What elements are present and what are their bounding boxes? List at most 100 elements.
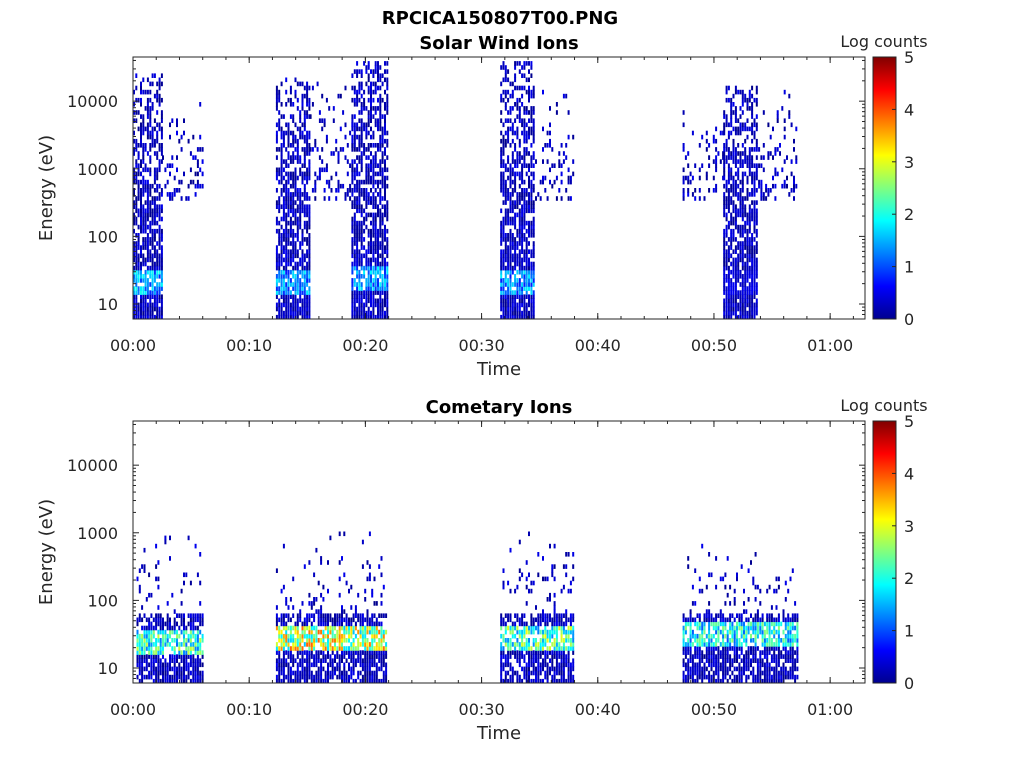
heatmap-cell [185,196,188,201]
heatmap-cell [516,310,519,316]
heatmap-cell [282,674,285,680]
heatmap-cell [381,212,384,218]
heatmap-cell [176,629,178,635]
heatmap-cell [156,93,159,99]
heatmap-cell [377,265,379,271]
heatmap-cell [723,302,726,308]
heatmap-cell [294,290,297,295]
heatmap-cell [135,241,138,246]
heatmap-cell [133,175,135,181]
heatmap-cell [532,188,535,193]
heatmap-cell [741,126,744,132]
heatmap-cell [310,629,313,635]
heatmap-cell [308,298,311,304]
heatmap-cell [176,633,178,639]
heatmap-cell [384,302,386,308]
heatmap-cell [149,290,152,295]
heatmap-cell [320,556,323,561]
heatmap-cell [159,678,162,684]
heatmap-cell [525,61,528,66]
heatmap-cell [308,642,311,647]
heatmap-cell [348,621,350,627]
heatmap-cell [138,654,141,659]
heatmap-cell [353,126,356,132]
heatmap-cell [308,560,311,565]
heatmap-cell [358,237,361,242]
heatmap-cell [138,638,141,643]
heatmap-cell [528,77,530,83]
heatmap-cell [509,200,512,205]
heatmap-cell [158,269,161,275]
heatmap-cell [753,200,756,205]
heatmap-cell [558,159,561,164]
heatmap-cell [194,646,197,651]
heatmap-cell [282,294,285,299]
heatmap-cell [380,629,383,635]
heatmap-cell [514,588,517,594]
heatmap-cell [509,171,512,177]
heatmap-cell [516,286,519,291]
heatmap-cell [294,89,297,95]
heatmap-cell [525,670,528,676]
heatmap-cell [289,85,292,91]
heatmap-cell [514,220,517,226]
heatmap-cell [753,208,756,214]
heatmap-cell [360,274,363,279]
heatmap-cell [155,670,158,676]
heatmap-cell [301,130,304,136]
heatmap-cell [746,241,749,246]
heatmap-cell [354,621,357,627]
heatmap-cell [732,126,735,132]
heatmap-cell [353,183,356,189]
heatmap-cell [156,171,159,177]
heatmap-cell [171,592,174,598]
heatmap-cell [275,314,278,320]
heatmap-cell [201,147,204,152]
heatmap-cell [361,633,364,639]
heatmap-cell [377,310,379,316]
heatmap-cell [753,269,756,275]
heatmap-cell [153,286,156,291]
heatmap-cell [287,143,290,148]
heatmap-cell [544,654,547,659]
heatmap-cell [306,278,309,283]
heatmap-cell [365,200,368,205]
heatmap-cell [292,192,295,197]
heatmap-cell [346,192,349,197]
heatmap-cell [314,183,317,189]
heatmap-cell [145,597,148,602]
heatmap-cell [732,302,735,308]
heatmap-cell [507,670,510,676]
heatmap-cell [194,650,197,655]
heatmap-cell [528,118,530,123]
heatmap-cell [741,122,744,128]
heatmap-cell [185,646,188,651]
heatmap-cell [341,642,343,647]
heatmap-cell [278,274,281,279]
heatmap-cell [317,666,320,672]
heatmap-cell [553,609,556,614]
heatmap-cell [180,658,183,663]
heatmap-cell [350,658,353,663]
heatmap-cell [144,147,147,152]
heatmap-cell [157,621,160,627]
heatmap-cell [723,237,726,242]
heatmap-cell [301,102,304,107]
heatmap-cell [379,282,382,287]
heatmap-cell [339,126,342,132]
heatmap-cell [746,274,749,279]
heatmap-cell [153,171,156,177]
heatmap-cell [377,143,379,148]
heatmap-cell [151,290,154,295]
heatmap-cell [327,654,329,659]
heatmap-cell [732,102,735,107]
heatmap-cell [299,269,302,275]
heatmap-cell [351,167,354,173]
heatmap-cell [730,167,733,173]
heatmap-cell [296,216,299,222]
heatmap-cell [783,159,786,164]
heatmap-cell [146,286,149,291]
heatmap-cell [287,314,290,320]
heatmap-cell [360,126,363,132]
heatmap-cell [331,646,334,651]
